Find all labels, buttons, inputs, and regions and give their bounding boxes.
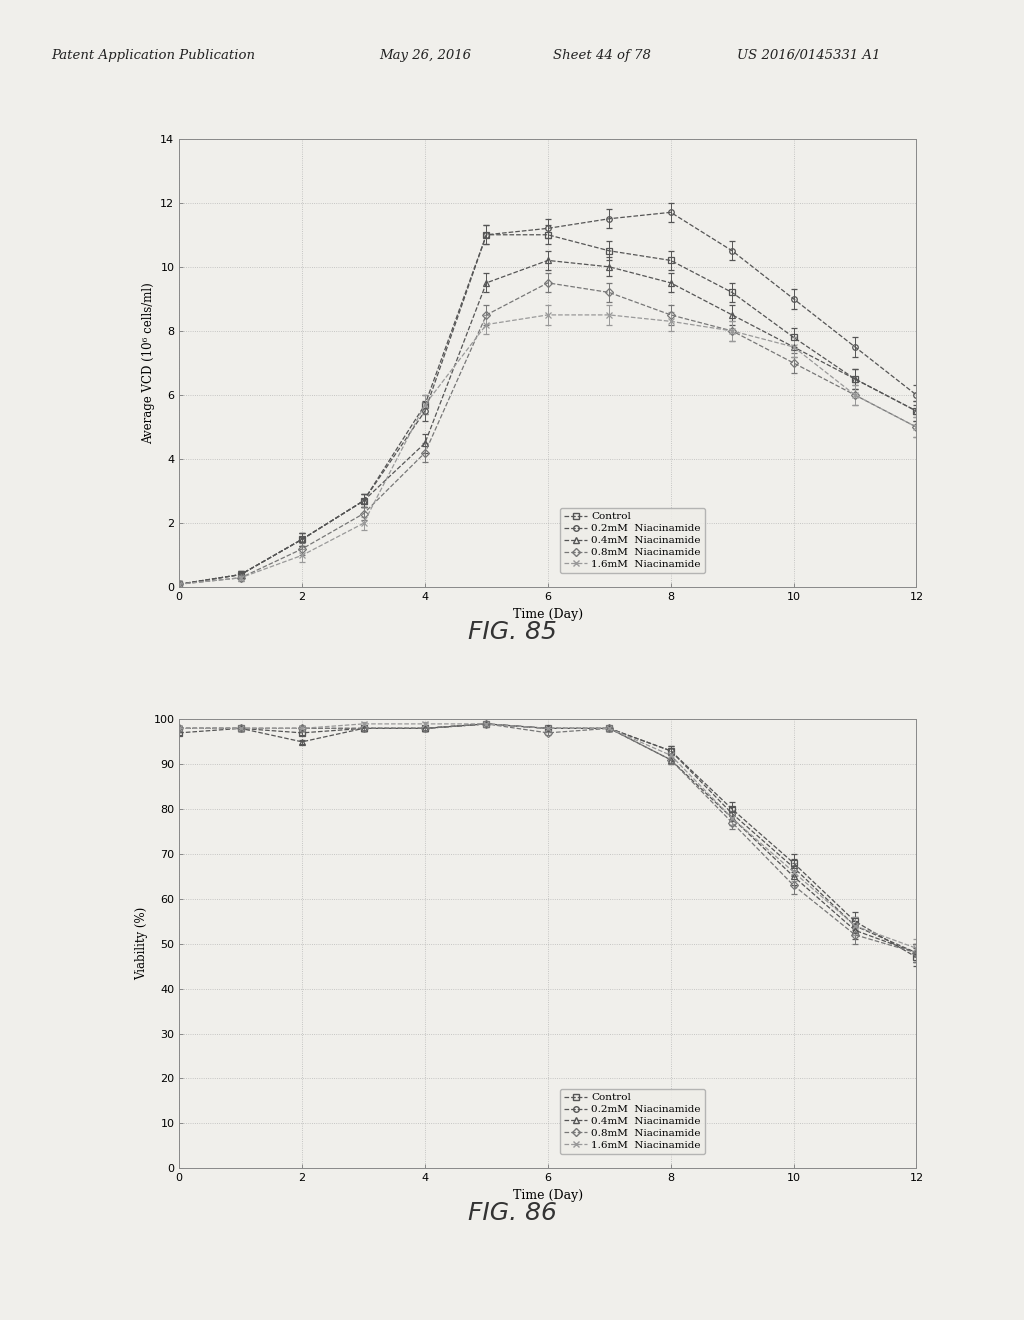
X-axis label: Time (Day): Time (Day) xyxy=(513,607,583,620)
Text: FIG. 85: FIG. 85 xyxy=(468,620,556,644)
Legend: Control, 0.2mM  Niacinamide, 0.4mM  Niacinamide, 0.8mM  Niacinamide, 1.6mM  Niac: Control, 0.2mM Niacinamide, 0.4mM Niacin… xyxy=(560,1089,705,1154)
Y-axis label: Average VCD (10⁶ cells/ml): Average VCD (10⁶ cells/ml) xyxy=(141,282,155,444)
Text: US 2016/0145331 A1: US 2016/0145331 A1 xyxy=(737,49,881,62)
Y-axis label: Viability (%): Viability (%) xyxy=(135,907,147,981)
Text: Patent Application Publication: Patent Application Publication xyxy=(51,49,255,62)
Legend: Control, 0.2mM  Niacinamide, 0.4mM  Niacinamide, 0.8mM  Niacinamide, 1.6mM  Niac: Control, 0.2mM Niacinamide, 0.4mM Niacin… xyxy=(560,508,705,573)
Text: Sheet 44 of 78: Sheet 44 of 78 xyxy=(553,49,651,62)
X-axis label: Time (Day): Time (Day) xyxy=(513,1188,583,1201)
Text: May 26, 2016: May 26, 2016 xyxy=(379,49,471,62)
Text: FIG. 86: FIG. 86 xyxy=(468,1201,556,1225)
